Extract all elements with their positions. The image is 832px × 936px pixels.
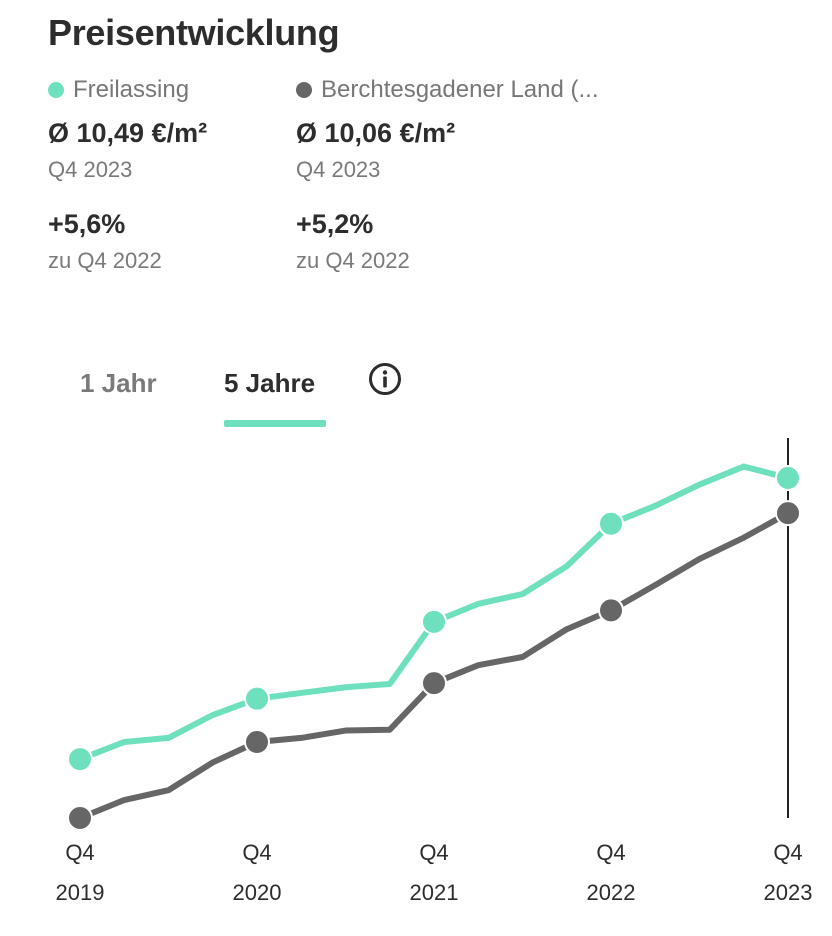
legend-item: Berchtesgadener Land (... [296, 74, 626, 106]
x-tick-label-quarter: Q4 [596, 840, 625, 865]
series-summary-freilassing: Freilassing Ø 10,49 €/m² Q4 2023 +5,6% z… [48, 74, 378, 274]
x-tick-label-year: 2021 [410, 880, 459, 905]
data-point [67, 746, 93, 773]
x-tick-label-quarter: Q4 [65, 840, 94, 865]
tab-1-jahr[interactable]: 1 Jahr [80, 368, 157, 398]
legend-dot [296, 82, 312, 98]
page-title: Preisentwicklung [48, 12, 340, 53]
price-line-chart: Q4 2019 Q4 2020 Q4 2021 Q4 2022 Q4 2023 [56, 438, 813, 905]
x-tick-label-quarter: Q4 [773, 840, 802, 865]
legend-item: Freilassing [48, 74, 378, 106]
price-change: +5,2% [296, 209, 374, 239]
data-point [598, 597, 624, 624]
price-period: Q4 2023 [296, 157, 381, 182]
x-tick-label-quarter: Q4 [419, 840, 448, 865]
data-point [244, 728, 270, 755]
data-point [598, 510, 624, 537]
data-point [421, 608, 447, 635]
legend-label: Freilassing [73, 76, 190, 103]
average-price: Ø 10,49 €/m² [48, 118, 208, 148]
price-period: Q4 2023 [48, 157, 133, 182]
series-summary-berchtesgadener-land: Berchtesgadener Land (... Ø 10,06 €/m² Q… [296, 74, 626, 274]
x-tick-label-year: 2023 [764, 880, 813, 905]
series-line [77, 510, 791, 821]
legend-label: Berchtesgadener Land (... [321, 76, 599, 103]
change-reference: zu Q4 2022 [48, 248, 162, 273]
time-range-tabs: 1 Jahr 5 Jahre [0, 360, 832, 430]
x-tick-label-year: 2019 [56, 880, 105, 905]
tab-5-jahre[interactable]: 5 Jahre [224, 368, 316, 398]
data-point [421, 670, 447, 697]
x-tick-label-quarter: Q4 [242, 840, 271, 865]
price-change: +5,6% [48, 209, 126, 239]
x-tick-label-year: 2022 [587, 880, 636, 905]
change-reference: zu Q4 2022 [296, 248, 410, 273]
legend-dot [48, 82, 64, 98]
data-point [67, 805, 93, 831]
x-tick-label-year: 2020 [233, 880, 282, 905]
data-point [775, 465, 801, 491]
active-tab-indicator [224, 420, 326, 427]
data-point [775, 500, 801, 527]
data-point [244, 685, 270, 712]
info-icon[interactable] [368, 362, 402, 396]
average-price: Ø 10,06 €/m² [296, 118, 456, 148]
